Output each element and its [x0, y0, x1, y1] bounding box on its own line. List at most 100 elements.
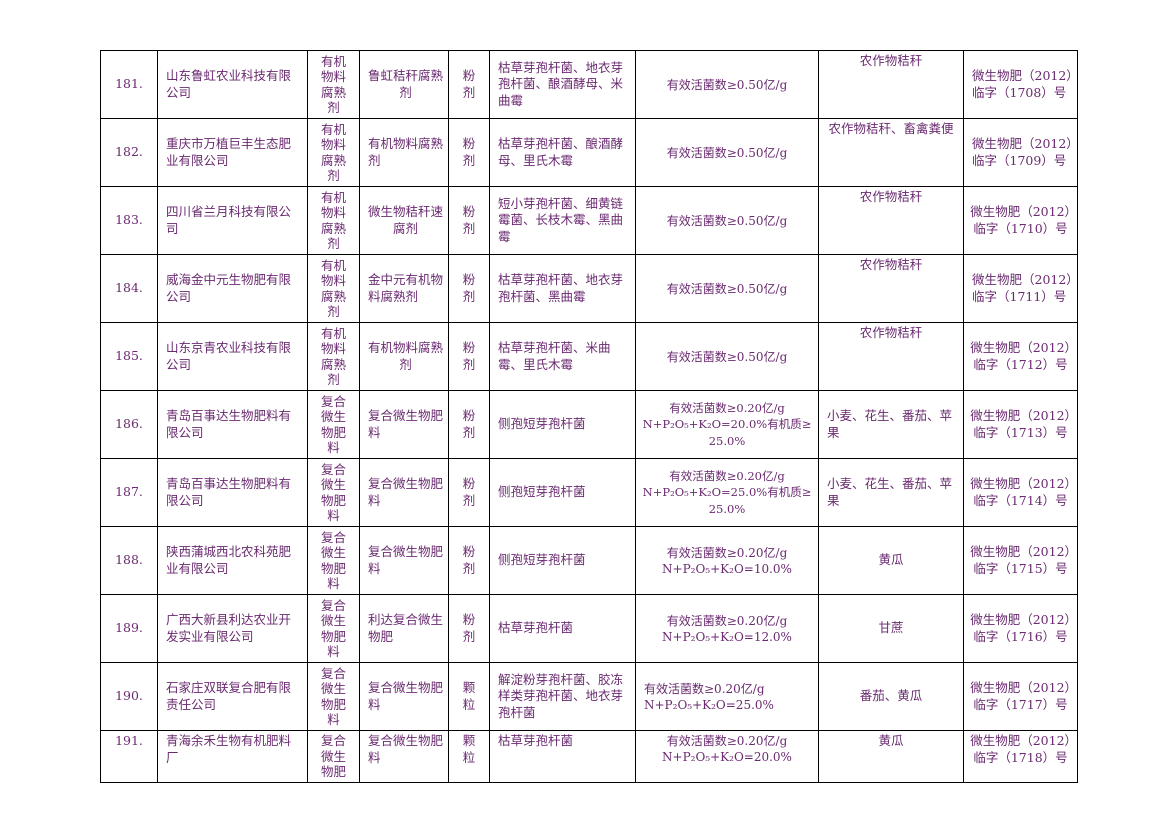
- registration-number: 微生物肥（2012）临字（1710）号: [963, 186, 1078, 255]
- indicator: 有效活菌数≥0.20亿/g N+P₂O₅+K₂O=20.0%: [635, 730, 819, 783]
- product-form: 粉剂: [448, 594, 490, 663]
- registration-number: 微生物肥（2012）临字（1715）号: [963, 526, 1078, 595]
- product-form: 粉剂: [448, 458, 490, 527]
- table-row: 185. 山东京青农业科技有限公司 有机物料腐熟剂 有机物料腐熟剂 粉剂 枯草芽…: [100, 322, 1078, 391]
- product-type: 有机物料腐熟剂: [307, 322, 360, 391]
- product-type: 有机物料腐熟剂: [307, 50, 360, 119]
- row-number: 181.: [100, 50, 158, 119]
- applicable-crop: 农作物秸秆: [818, 254, 964, 323]
- registration-number: 微生物肥（2012）临字（1718）号: [963, 730, 1078, 783]
- table-row: 187. 青岛百事达生物肥料有限公司 复合微生物肥料 复合微生物肥料 粉剂 侧孢…: [100, 458, 1078, 527]
- company-name: 威海金中元生物肥有限公司: [157, 254, 308, 323]
- table-row: 186. 青岛百事达生物肥料有限公司 复合微生物肥料 复合微生物肥料 粉剂 侧孢…: [100, 390, 1078, 459]
- table-row: 189. 广西大新县利达农业开发实业有限公司 复合微生物肥料 利达复合微生物肥 …: [100, 594, 1078, 663]
- product-name: 复合微生物肥料: [359, 526, 449, 595]
- strains: 侧孢短芽孢杆菌: [489, 390, 636, 459]
- product-name: 微生物秸秆速腐剂: [359, 186, 449, 255]
- strains: 枯草芽孢杆菌: [489, 730, 636, 783]
- table-row: 188. 陕西蒲城西北农科苑肥业有限公司 复合微生物肥料 复合微生物肥料 粉剂 …: [100, 526, 1078, 595]
- product-form: 粉剂: [448, 526, 490, 595]
- product-form: 粉剂: [448, 186, 490, 255]
- product-form: 颗粒: [448, 662, 490, 731]
- product-type: 复合微生物肥料: [307, 458, 360, 527]
- registration-number: 微生物肥（2012）临字（1716）号: [963, 594, 1078, 663]
- registration-number: 微生物肥（2012）临字（1709）号: [963, 118, 1078, 187]
- strains: 枯草芽孢杆菌、酿酒酵母、里氏木霉: [489, 118, 636, 187]
- applicable-crop: 番茄、黄瓜: [818, 662, 964, 731]
- strains: 枯草芽孢杆菌、地衣芽孢杆菌、黑曲霉: [489, 254, 636, 323]
- product-name: 金中元有机物料腐熟剂: [359, 254, 449, 323]
- product-type: 复合微生物肥料: [307, 662, 360, 731]
- indicator: 有效活菌数≥0.20亿/g N+P₂O₅+K₂O=25.0%: [635, 662, 819, 731]
- product-type: 有机物料腐熟剂: [307, 186, 360, 255]
- strains: 枯草芽孢杆菌、米曲霉、里氏木霉: [489, 322, 636, 391]
- registration-number: 微生物肥（2012）临字（1708）号: [963, 50, 1078, 119]
- row-number: 184.: [100, 254, 158, 323]
- indicator: 有效活菌数≥0.20亿/g N+P₂O₅+K₂O=12.0%: [635, 594, 819, 663]
- product-name: 复合微生物肥料: [359, 730, 449, 783]
- indicator: 有效活菌数≥0.50亿/g: [635, 186, 819, 255]
- indicator: 有效活菌数≥0.50亿/g: [635, 254, 819, 323]
- product-type: 复合微生物肥料: [307, 526, 360, 595]
- table-row: 182. 重庆市万植巨丰生态肥业有限公司 有机物料腐熟剂 有机物料腐熟剂 粉剂 …: [100, 118, 1078, 187]
- applicable-crop: 黄瓜: [818, 526, 964, 595]
- table-row: 190. 石家庄双联复合肥有限责任公司 复合微生物肥料 复合微生物肥料 颗粒 解…: [100, 662, 1078, 731]
- product-name: 复合微生物肥料: [359, 458, 449, 527]
- applicable-crop: 农作物秸秆: [818, 186, 964, 255]
- product-type: 复合微生物肥料: [307, 594, 360, 663]
- table-row: 191. 青海余禾生物有机肥料厂 复合微生物肥 复合微生物肥料 颗粒 枯草芽孢杆…: [100, 730, 1078, 783]
- row-number: 183.: [100, 186, 158, 255]
- row-number: 182.: [100, 118, 158, 187]
- product-name: 复合微生物肥料: [359, 662, 449, 731]
- indicator: 有效活菌数≥0.20亿/g N+P₂O₅+K₂O=20.0%有机质≥25.0%: [635, 390, 819, 459]
- row-number: 190.: [100, 662, 158, 731]
- product-name: 鲁虹秸秆腐熟剂: [359, 50, 449, 119]
- product-form: 粉剂: [448, 50, 490, 119]
- company-name: 青海余禾生物有机肥料厂: [157, 730, 308, 783]
- applicable-crop: 黄瓜: [818, 730, 964, 783]
- strains: 解淀粉芽孢杆菌、胶冻样类芽孢杆菌、地衣芽孢杆菌: [489, 662, 636, 731]
- product-type: 复合微生物肥: [307, 730, 360, 783]
- row-number: 191.: [100, 730, 158, 783]
- table-row: 184. 威海金中元生物肥有限公司 有机物料腐熟剂 金中元有机物料腐熟剂 粉剂 …: [100, 254, 1078, 323]
- company-name: 青岛百事达生物肥料有限公司: [157, 390, 308, 459]
- row-number: 188.: [100, 526, 158, 595]
- product-form: 粉剂: [448, 254, 490, 323]
- company-name: 青岛百事达生物肥料有限公司: [157, 458, 308, 527]
- registration-number: 微生物肥（2012）临字（1714）号: [963, 458, 1078, 527]
- product-name: 有机物料腐熟剂: [359, 118, 449, 187]
- registration-number: 微生物肥（2012）临字（1711）号: [963, 254, 1078, 323]
- row-number: 187.: [100, 458, 158, 527]
- product-name: 有机物料腐熟剂: [359, 322, 449, 391]
- applicable-crop: 小麦、花生、番茄、苹果: [818, 390, 964, 459]
- applicable-crop: 农作物秸秆: [818, 322, 964, 391]
- product-form: 粉剂: [448, 322, 490, 391]
- product-type: 复合微生物肥料: [307, 390, 360, 459]
- applicable-crop: 小麦、花生、番茄、苹果: [818, 458, 964, 527]
- strains: 侧孢短芽孢杆菌: [489, 458, 636, 527]
- applicable-crop: 农作物秸秆: [818, 50, 964, 119]
- indicator: 有效活菌数≥0.20亿/g N+P₂O₅+K₂O=10.0%: [635, 526, 819, 595]
- strains: 短小芽孢杆菌、细黄链霉菌、长枝木霉、黑曲霉: [489, 186, 636, 255]
- row-number: 186.: [100, 390, 158, 459]
- product-form: 粉剂: [448, 118, 490, 187]
- indicator: 有效活菌数≥0.50亿/g: [635, 322, 819, 391]
- applicable-crop: 农作物秸秆、畜禽粪便: [818, 118, 964, 187]
- company-name: 重庆市万植巨丰生态肥业有限公司: [157, 118, 308, 187]
- applicable-crop: 甘蔗: [818, 594, 964, 663]
- indicator: 有效活菌数≥0.50亿/g: [635, 118, 819, 187]
- product-name: 利达复合微生物肥: [359, 594, 449, 663]
- strains: 枯草芽孢杆菌: [489, 594, 636, 663]
- company-name: 石家庄双联复合肥有限责任公司: [157, 662, 308, 731]
- registration-number: 微生物肥（2012）临字（1712）号: [963, 322, 1078, 391]
- table-row: 181. 山东鲁虹农业科技有限公司 有机物料腐熟剂 鲁虹秸秆腐熟剂 粉剂 枯草芽…: [100, 50, 1078, 119]
- company-name: 陕西蒲城西北农科苑肥业有限公司: [157, 526, 308, 595]
- indicator: 有效活菌数≥0.20亿/g N+P₂O₅+K₂O=25.0%有机质≥25.0%: [635, 458, 819, 527]
- table-row: 183. 四川省兰月科技有限公司 有机物料腐熟剂 微生物秸秆速腐剂 粉剂 短小芽…: [100, 186, 1078, 255]
- row-number: 189.: [100, 594, 158, 663]
- indicator: 有效活菌数≥0.50亿/g: [635, 50, 819, 119]
- fertilizer-registration-table: 181. 山东鲁虹农业科技有限公司 有机物料腐熟剂 鲁虹秸秆腐熟剂 粉剂 枯草芽…: [100, 50, 1078, 783]
- company-name: 山东鲁虹农业科技有限公司: [157, 50, 308, 119]
- product-name: 复合微生物肥料: [359, 390, 449, 459]
- company-name: 广西大新县利达农业开发实业有限公司: [157, 594, 308, 663]
